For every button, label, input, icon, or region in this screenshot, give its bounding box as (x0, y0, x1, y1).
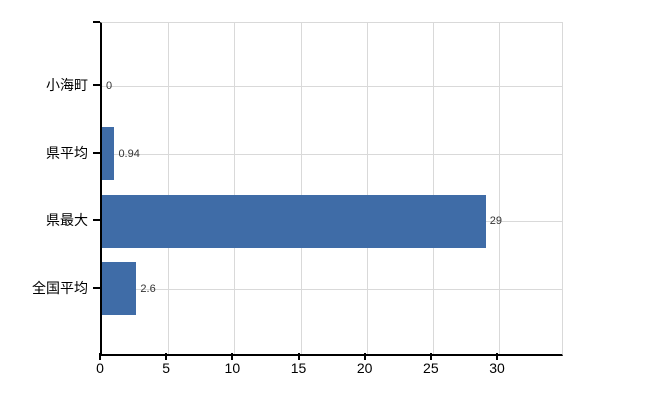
bar (102, 262, 137, 315)
v-gridline (234, 23, 236, 354)
category-label: 全国平均 (32, 279, 88, 296)
x-tick-mark (496, 353, 498, 360)
v-gridline (300, 23, 302, 354)
x-tick-label: 20 (356, 360, 373, 376)
value-label: 0.94 (118, 147, 140, 160)
x-tick-label: 25 (423, 360, 439, 376)
h-gridline (102, 154, 562, 155)
h-gridline (102, 289, 562, 290)
v-gridline (499, 23, 500, 354)
v-gridline (168, 23, 170, 354)
value-label: 29 (489, 215, 503, 227)
category-label: 県平均 (46, 144, 88, 161)
x-tick-label: 0 (96, 360, 104, 376)
category-label: 県最大 (46, 212, 88, 228)
x-tick-label: 30 (489, 360, 505, 376)
y-tick-mark (93, 219, 100, 221)
y-tick-mark (93, 21, 100, 23)
y-tick-mark (93, 151, 100, 154)
x-tick-label: 10 (224, 360, 241, 376)
x-tick-mark (363, 353, 366, 360)
plot-area: 0 0.94 29 2.6 (100, 22, 563, 356)
v-gridline (366, 23, 368, 354)
value-label: 0 (106, 80, 113, 92)
category-label: 小海町 (46, 77, 88, 93)
x-tick-mark (231, 353, 234, 360)
y-tick-mark (93, 84, 100, 86)
x-tick-mark (165, 353, 168, 360)
x-tick-mark (99, 353, 101, 360)
bar (102, 194, 486, 248)
x-tick-mark (297, 353, 300, 360)
x-tick-mark (429, 353, 432, 360)
x-tick-label: 5 (162, 360, 171, 376)
bar (102, 127, 115, 180)
h-gridline (102, 86, 562, 87)
value-label: 2.6 (140, 282, 156, 295)
y-tick-mark (93, 286, 100, 289)
x-tick-label: 15 (290, 360, 307, 376)
v-gridline (432, 23, 434, 354)
